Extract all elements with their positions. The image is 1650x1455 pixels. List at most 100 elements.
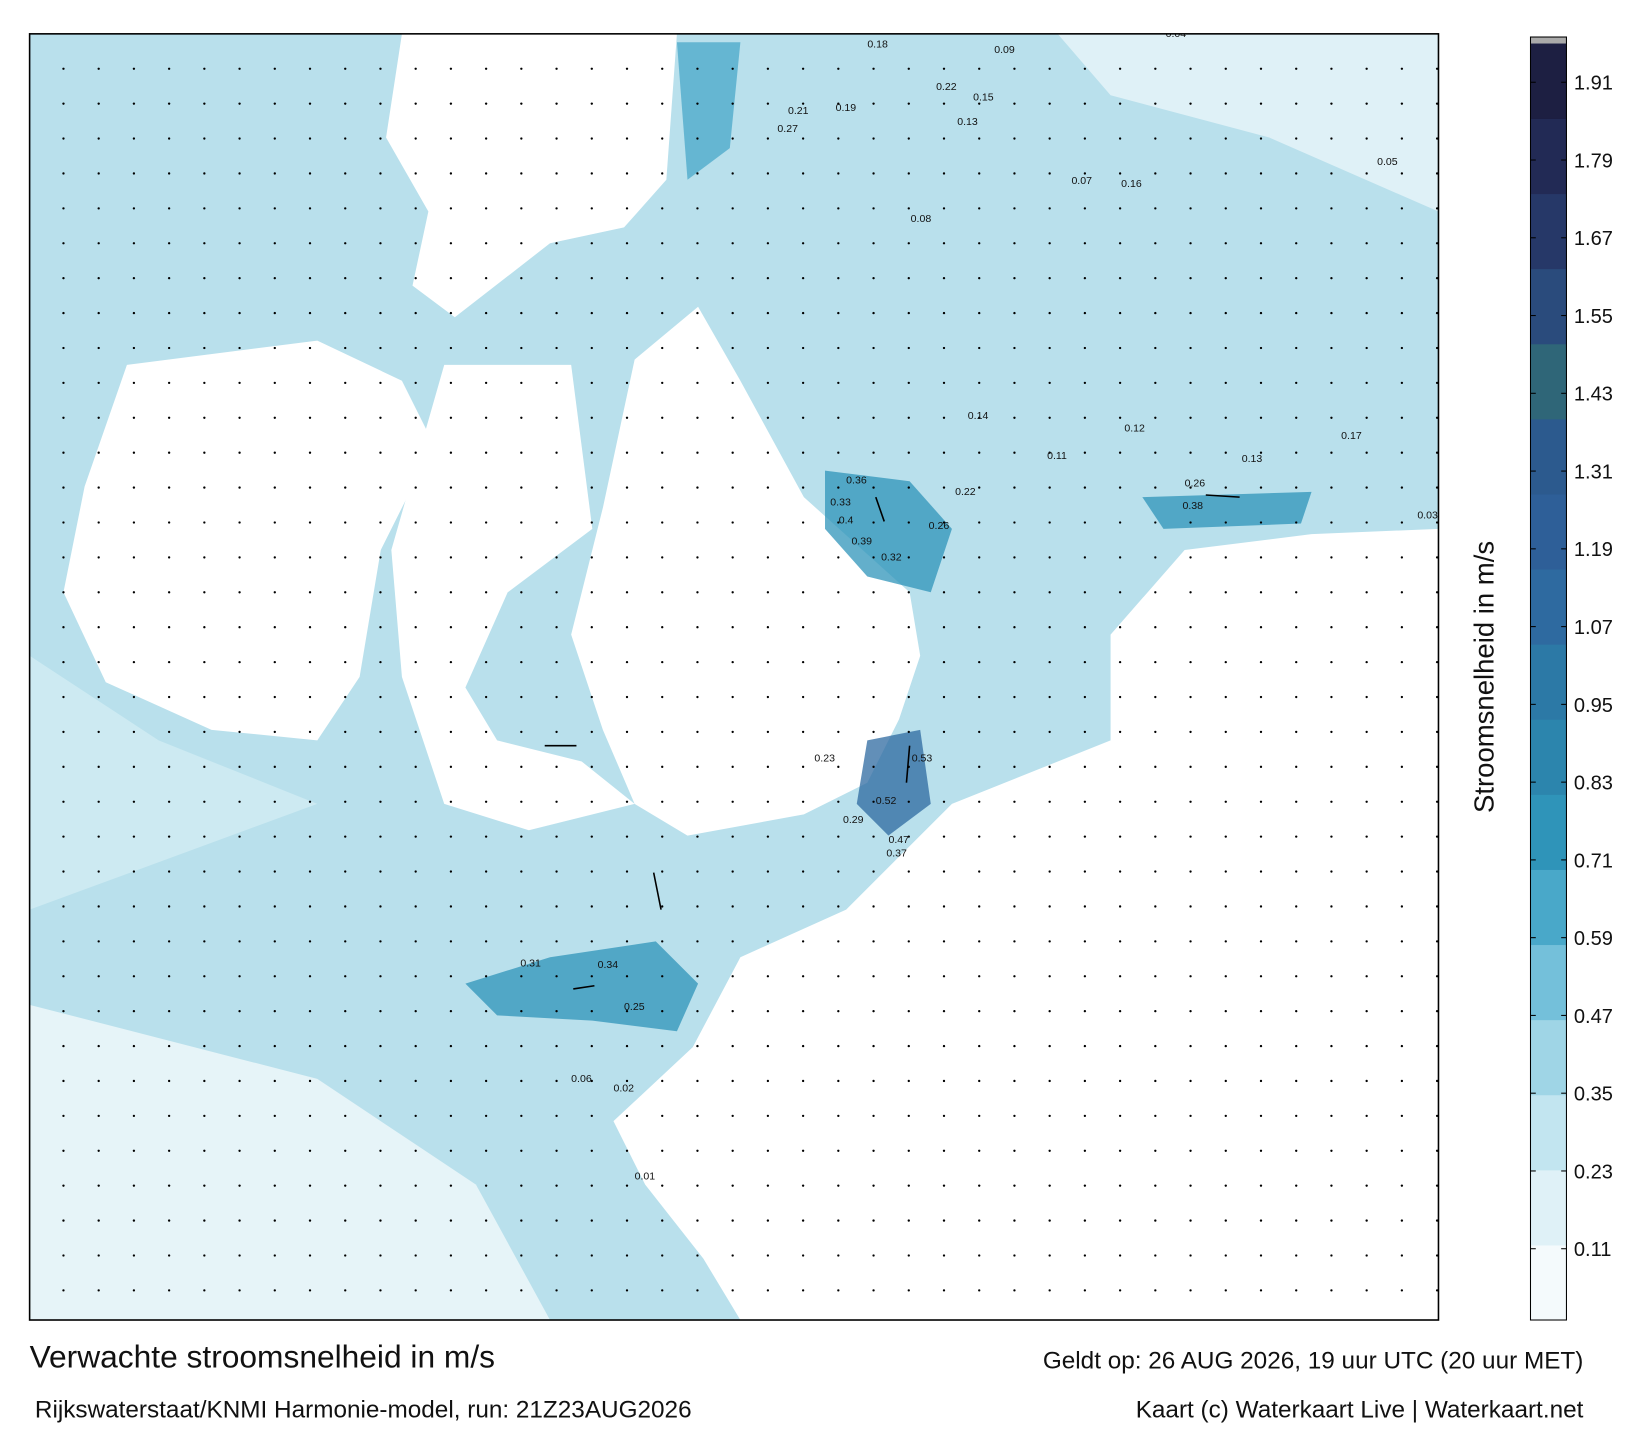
colorbar-band — [1530, 493, 1567, 570]
vector-dot — [97, 172, 100, 175]
vector-dot — [1259, 695, 1263, 699]
vector-dot — [731, 1079, 734, 1083]
speed-label: 0.04 — [1166, 28, 1187, 40]
vector-dot — [837, 765, 840, 768]
vector-dot — [1154, 521, 1157, 524]
vector-dot — [942, 137, 946, 140]
vector-dot — [484, 660, 488, 664]
vector-dot — [801, 416, 805, 419]
vector-dot — [1259, 1149, 1263, 1152]
vector-dot — [203, 730, 206, 734]
vector-dot — [978, 730, 981, 734]
vector-dot — [590, 381, 593, 385]
vector-dot — [1435, 172, 1439, 175]
vector-dot — [907, 975, 910, 978]
vector-dot — [1435, 277, 1439, 280]
vector-dot — [308, 975, 312, 978]
vector-dot — [1365, 626, 1368, 629]
vector-dot — [449, 1079, 453, 1083]
colorbar-tick-label: 0.35 — [1574, 1084, 1613, 1106]
vector-dot — [766, 381, 770, 385]
vector-dot — [942, 1219, 946, 1222]
vector-dot — [872, 311, 875, 315]
vector-dot — [766, 521, 770, 524]
vector-dot — [484, 975, 488, 978]
vector-dot — [590, 905, 593, 908]
vector-dot — [625, 242, 629, 245]
vector-dot — [308, 870, 312, 873]
vector-dot — [978, 556, 981, 559]
vector-dot — [696, 381, 699, 385]
vector-dot — [1400, 1254, 1404, 1257]
vector-dot — [1330, 695, 1333, 699]
vector-dot — [625, 486, 629, 489]
vector-dot — [203, 660, 206, 664]
vector-dot — [1400, 1079, 1404, 1083]
vector-dot — [449, 1219, 453, 1222]
vector-dot — [273, 660, 276, 664]
vector-dot — [414, 1114, 417, 1118]
vector-dot — [978, 1114, 981, 1118]
vector-dot — [414, 1289, 417, 1292]
vector-dot — [1189, 626, 1192, 629]
vector-dot — [837, 1009, 840, 1013]
vector-dot — [132, 1254, 136, 1257]
vector-dot — [238, 242, 241, 245]
vector-dot — [1435, 102, 1439, 105]
vector-dot — [942, 1079, 946, 1083]
vector-dot — [590, 1149, 593, 1152]
vector-dot — [97, 1009, 100, 1013]
vector-dot — [449, 905, 453, 908]
vector-dot — [379, 1254, 382, 1257]
vector-dot — [731, 486, 734, 489]
vector-dot — [1295, 660, 1298, 664]
vector-dot — [238, 1149, 241, 1152]
vector-dot — [1013, 556, 1016, 559]
vector-dot — [1365, 1114, 1368, 1118]
vector-dot — [907, 346, 910, 350]
vector-dot — [344, 1044, 347, 1048]
vector-dot — [167, 940, 171, 943]
vector-dot — [661, 1254, 664, 1257]
vector-dot — [1330, 556, 1333, 559]
speed-label: 0.13 — [1242, 453, 1263, 465]
vector-dot — [1154, 416, 1157, 419]
vector-dot — [344, 626, 347, 629]
vector-dot — [308, 626, 312, 629]
vector-dot — [1048, 486, 1051, 489]
vector-dot — [1365, 940, 1368, 943]
vector-dot — [308, 137, 312, 140]
vector-dot — [1259, 311, 1263, 315]
vector-dot — [1189, 591, 1192, 594]
vector-dot — [1365, 1184, 1368, 1187]
vector-dot — [1189, 765, 1192, 768]
vector-dot — [62, 1254, 65, 1257]
vector-dot — [1435, 1219, 1439, 1222]
colorbar-tick-label: 0.47 — [1574, 1006, 1613, 1028]
vector-dot — [1365, 242, 1368, 245]
vector-dot — [1259, 486, 1263, 489]
vector-dot — [1365, 486, 1368, 489]
vector-dot — [625, 102, 629, 105]
vector-dot — [590, 311, 593, 315]
vector-dot — [590, 765, 593, 768]
vector-dot — [344, 975, 347, 978]
vector-dot — [1400, 1149, 1404, 1152]
speed-label: 0.38 — [1183, 500, 1204, 512]
vector-dot — [167, 591, 171, 594]
vector-dot — [273, 207, 276, 210]
vector-dot — [1400, 730, 1404, 734]
vector-dot — [414, 311, 417, 315]
vector-dot — [942, 521, 946, 524]
vector-dot — [449, 660, 453, 664]
vector-dot — [344, 277, 347, 280]
vector-dot — [273, 975, 276, 978]
vector-dot — [203, 1114, 206, 1118]
vector-dot — [1365, 975, 1368, 978]
vector-dot — [555, 416, 558, 419]
vector-dot — [1154, 486, 1157, 489]
vector-dot — [590, 451, 593, 454]
vector-dot — [555, 1289, 558, 1292]
colorbar-tick-label: 1.19 — [1574, 539, 1613, 561]
vector-dot — [520, 137, 523, 140]
